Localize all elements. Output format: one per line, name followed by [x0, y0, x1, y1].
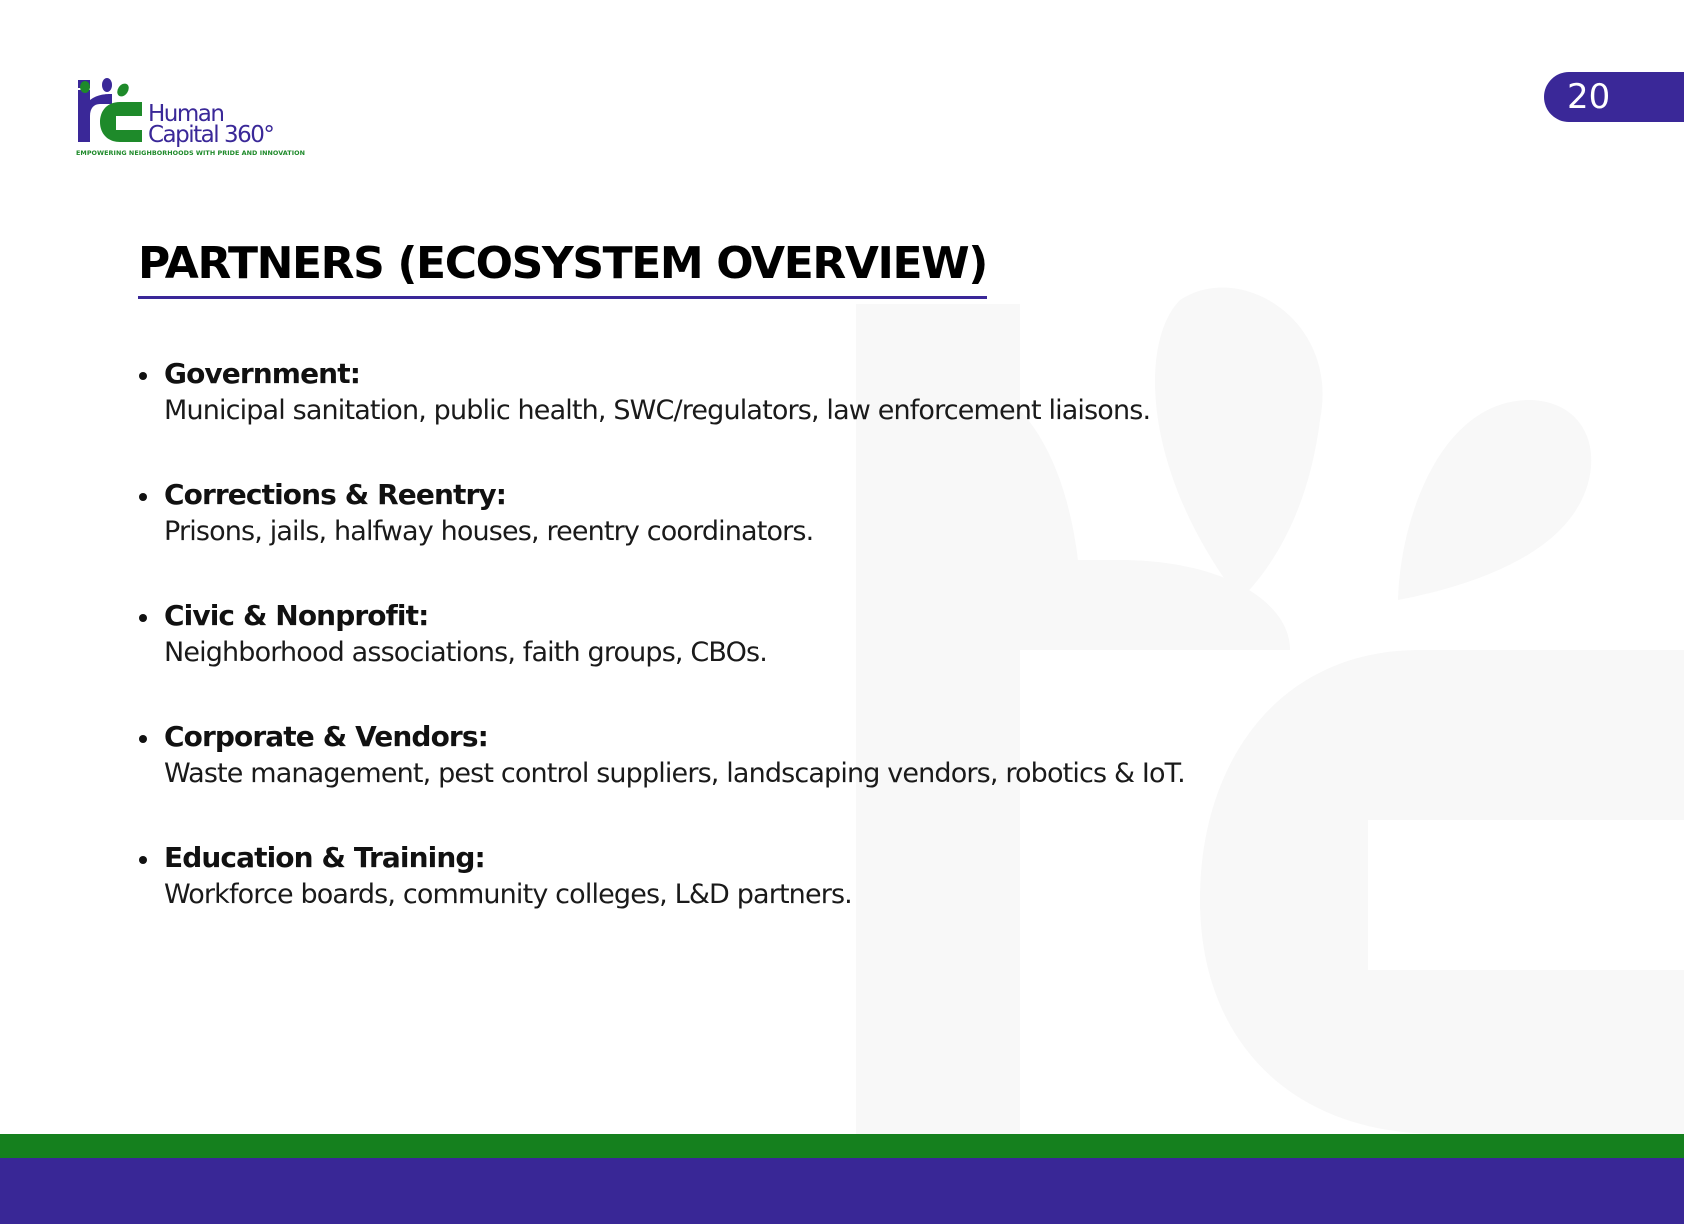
brand-name-line1: Human: [148, 101, 225, 127]
partner-label: Civic & Nonprofit:: [164, 599, 429, 632]
list-item-corporate-vendors: Corporate & Vendors: Waste management, p…: [138, 718, 1186, 839]
brand-logo: Human Capital 360° EMPOWERING NEIGHBORHO…: [76, 76, 306, 160]
footer-purple-band: [0, 1158, 1684, 1224]
partner-description: Neighborhood associations, faith groups,…: [164, 637, 768, 668]
footer-green-band: [0, 1134, 1684, 1158]
list-item-corrections-reentry: Corrections & Reentry: Prisons, jails, h…: [138, 476, 1185, 597]
partner-label: Government:: [164, 357, 361, 390]
partner-list: Government: Municipal sanitation, public…: [138, 355, 1186, 960]
partner-description: Waste management, pest control suppliers…: [164, 758, 1186, 789]
brand-mark-icon: [78, 78, 142, 142]
list-item-government: Government: Municipal sanitation, public…: [138, 355, 1185, 476]
list-item-civic-nonprofit: Civic & Nonprofit: Neighborhood associat…: [138, 597, 1185, 718]
list-item-education-training: Education & Training: Workforce boards, …: [138, 839, 1185, 960]
brand-tagline: EMPOWERING NEIGHBORHOODS WITH PRIDE AND …: [76, 149, 306, 157]
brand-name-line2: Capital 360°: [148, 122, 275, 148]
partner-label: Corporate & Vendors:: [164, 720, 489, 753]
partner-label: Corrections & Reentry:: [164, 478, 507, 511]
partner-description: Municipal sanitation, public health, SWC…: [164, 395, 1151, 426]
partner-label: Education & Training:: [164, 841, 486, 874]
partner-description: Workforce boards, community colleges, L&…: [164, 879, 853, 910]
partner-description: Prisons, jails, halfway houses, reentry …: [164, 516, 814, 547]
slide-title: PARTNERS (ECOSYSTEM OVERVIEW): [138, 238, 988, 299]
page-number-badge: 20: [1544, 72, 1684, 122]
